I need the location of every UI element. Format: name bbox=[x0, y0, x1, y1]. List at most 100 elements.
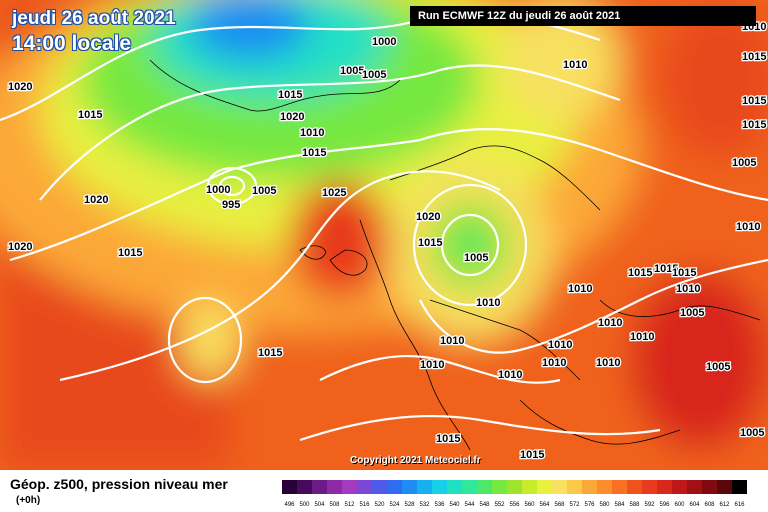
scale-label-512: 512 bbox=[344, 502, 355, 508]
isobar-label-1010-f: 1010 bbox=[420, 359, 444, 371]
isobar-label-1015-f: 1015 bbox=[258, 347, 282, 359]
isobar-label-1015-g: 1015 bbox=[628, 267, 652, 279]
isobar-label-1015-e: 1015 bbox=[418, 237, 442, 249]
isobar-label-1025: 1025 bbox=[322, 187, 346, 199]
scale-swatch-592 bbox=[642, 480, 657, 494]
isobar-label-1020-b: 1020 bbox=[280, 111, 304, 123]
scale-label-556: 556 bbox=[509, 502, 520, 508]
legend-panel: Géop. z500, pression niveau mer (+0h) 49… bbox=[0, 470, 768, 512]
scale-label-496: 496 bbox=[284, 502, 295, 508]
scale-swatch-588 bbox=[627, 480, 642, 494]
map-time-title: 14:00 locale bbox=[12, 32, 132, 55]
isobar-label-1015-h: 1015 bbox=[654, 263, 678, 275]
isobar-label-1010-c: 1010 bbox=[476, 297, 500, 309]
isobar-label-1015-m: 1015 bbox=[436, 433, 460, 445]
scale-label-576: 576 bbox=[584, 502, 595, 508]
scale-swatch-508 bbox=[327, 480, 342, 494]
legend-title: Géop. z500, pression niveau mer bbox=[10, 476, 228, 492]
isobar-label-1020-c: 1020 bbox=[84, 194, 108, 206]
scale-label-548: 548 bbox=[479, 502, 490, 508]
isobar-label-1010-n: 1010 bbox=[736, 221, 760, 233]
isobar-label-1005-h: 1005 bbox=[740, 427, 764, 439]
isobar-label-1015-c: 1015 bbox=[302, 147, 326, 159]
scale-label-520: 520 bbox=[374, 502, 385, 508]
scale-swatch-544 bbox=[462, 480, 477, 494]
isobar-label-1005-c: 1005 bbox=[252, 185, 276, 197]
scale-swatch-612 bbox=[717, 480, 732, 494]
isobar-label-group: 1000 1005 1005 1010 1020 1015 1015 1020 … bbox=[7, 20, 768, 463]
model-run-banner: Run ECMWF 12Z du jeudi 26 août 2021 bbox=[410, 6, 756, 26]
scale-swatch-596 bbox=[657, 480, 672, 494]
isobar-label-1020-a: 1020 bbox=[8, 81, 32, 93]
scale-swatch-572 bbox=[567, 480, 582, 494]
scale-label-588: 588 bbox=[629, 502, 640, 508]
isobar-label-1015-j: 1015 bbox=[742, 51, 766, 63]
scale-label-528: 528 bbox=[404, 502, 415, 508]
isobar-label-1010-h: 1010 bbox=[548, 339, 572, 351]
scale-label-564: 564 bbox=[539, 502, 550, 508]
scale-label-560: 560 bbox=[524, 502, 535, 508]
isobar-label-1015-d: 1015 bbox=[118, 247, 142, 259]
copyright-notice: Copyright 2021 Meteociel.fr bbox=[350, 455, 481, 466]
isobar-label-1010-m: 1010 bbox=[676, 283, 700, 295]
z500-color-field bbox=[0, 0, 768, 470]
isobar-label-1015-i: 1015 bbox=[672, 267, 696, 279]
isobar-label-1015-a: 1015 bbox=[78, 109, 102, 121]
isobar-label-1010-g: 1010 bbox=[498, 369, 522, 381]
isobar-label-1005-a: 1005 bbox=[340, 65, 364, 77]
isobar-label-1010-j: 1010 bbox=[596, 357, 620, 369]
isobar-label-1005-g: 1005 bbox=[706, 361, 730, 373]
scale-swatch-520 bbox=[372, 480, 387, 494]
scale-label-584: 584 bbox=[614, 502, 625, 508]
map-date-title: jeudi 26 août 2021 bbox=[12, 8, 176, 29]
scale-label-568: 568 bbox=[554, 502, 565, 508]
scale-label-616: 616 bbox=[734, 502, 745, 508]
isobar-label-1005-b: 1005 bbox=[362, 69, 386, 81]
scale-swatch-600 bbox=[672, 480, 687, 494]
scale-label-516: 516 bbox=[359, 502, 370, 508]
scale-swatch-512 bbox=[342, 480, 357, 494]
scale-label-532: 532 bbox=[419, 502, 430, 508]
scale-swatch-568 bbox=[552, 480, 567, 494]
scale-label-524: 524 bbox=[389, 502, 400, 508]
geopotential-map: 1000 1005 1005 1010 1020 1015 1015 1020 … bbox=[0, 0, 768, 470]
scale-label-572: 572 bbox=[569, 502, 580, 508]
scale-swatch-500 bbox=[297, 480, 312, 494]
isobar-label-1010-i: 1010 bbox=[542, 357, 566, 369]
scale-label-600: 600 bbox=[674, 502, 685, 508]
color-scale: 496 500 504 508 512 516 520 524 528 532 536 540 544 5… bbox=[282, 480, 747, 508]
scale-swatch-584 bbox=[612, 480, 627, 494]
isobar-label-1015-k: 1015 bbox=[742, 95, 766, 107]
scale-swatch-560 bbox=[522, 480, 537, 494]
scale-label-540: 540 bbox=[449, 502, 460, 508]
isobar-label-1010-b: 1010 bbox=[300, 127, 324, 139]
isobar-label-1020-e: 1020 bbox=[416, 211, 440, 223]
scale-label-504: 504 bbox=[314, 502, 325, 508]
scale-label-608: 608 bbox=[704, 502, 715, 508]
isobar-label-1010-d: 1010 bbox=[568, 283, 592, 295]
scale-swatch-576 bbox=[582, 480, 597, 494]
scale-swatch-528 bbox=[402, 480, 417, 494]
scale-swatch-536 bbox=[432, 480, 447, 494]
scale-label-536: 536 bbox=[434, 502, 445, 508]
scale-label-552: 552 bbox=[494, 502, 505, 508]
legend-subtitle: (+0h) bbox=[16, 495, 41, 506]
scale-swatch-552 bbox=[492, 480, 507, 494]
isobar-label-1010-e: 1010 bbox=[440, 335, 464, 347]
scale-swatch-548 bbox=[477, 480, 492, 494]
isobar-label-1005-d: 1005 bbox=[464, 252, 488, 264]
scale-swatch-504 bbox=[312, 480, 327, 494]
scale-label-592: 592 bbox=[644, 502, 655, 508]
scale-label-596: 596 bbox=[659, 502, 670, 508]
scale-swatch-516 bbox=[357, 480, 372, 494]
scale-swatch-564 bbox=[537, 480, 552, 494]
isobar-label-1000-a: 1000 bbox=[372, 36, 396, 48]
scale-swatch-608 bbox=[702, 480, 717, 494]
isobar-label-1010-k: 1010 bbox=[598, 317, 622, 329]
isobar-label-1015-l: 1015 bbox=[742, 119, 766, 131]
scale-swatch-580 bbox=[597, 480, 612, 494]
scale-swatch-556 bbox=[507, 480, 522, 494]
scale-swatch-604 bbox=[687, 480, 702, 494]
coastlines bbox=[149, 59, 761, 451]
scale-swatch-540 bbox=[447, 480, 462, 494]
